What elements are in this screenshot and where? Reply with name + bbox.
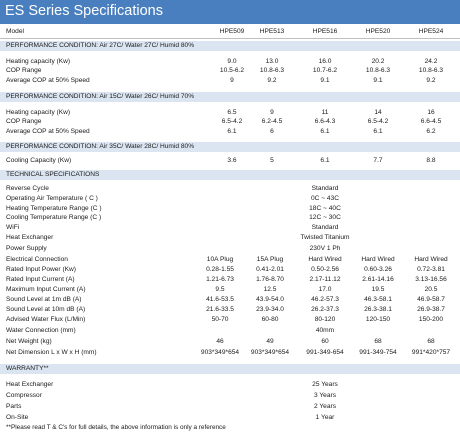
table-row: Electrical Connection 10A Plug 15A Plug …	[6, 256, 448, 263]
page-title: ES Series Specifications	[5, 3, 163, 19]
table-row: On-Site 1 Year	[6, 414, 335, 421]
table-row: Cooling Temperature Range (C ) 12C ~ 30C	[6, 214, 341, 221]
table-row: Operating Air Temperature ( C ) 0C ~ 43C	[6, 195, 340, 202]
table-row: Average COP at 50% Speed 9 9.2 9.1 9.1 9…	[6, 77, 436, 84]
table-row: WiFi Standard	[6, 224, 339, 231]
table-row: Rated Input Power (Kw) 0.28-1.55 0.41-2.…	[6, 266, 445, 273]
table-row: Sound Level at 1m dB (A) 41.6-53.5 43.9-…	[6, 296, 445, 303]
table-row: Power Supply 230V 1 Ph	[6, 245, 341, 252]
table-row: Compressor 3 Years	[6, 392, 336, 399]
model-hpe509: HPE509	[219, 28, 245, 35]
section-heading-tech: TECHNICAL SPECIFICATIONS	[0, 170, 460, 180]
table-row: Cooling Capacity (Kw) 3.6 5 6.1 7.7 8.8	[6, 157, 436, 164]
model-hpe516: HPE516	[312, 28, 338, 35]
table-row: Reverse Cycle Standard	[6, 185, 339, 192]
section-heading-warranty: WARRANTY**	[0, 364, 460, 374]
table-row: Heating capacity (Kw) 9.0 13.0 16.0 20.2…	[6, 58, 438, 65]
table-row: Net Weight (kg) 46 49 60 68 68	[6, 338, 435, 345]
section-heading-perf1: PERFORMANCE CONDITION: Air 27C/ Water 27…	[0, 41, 460, 51]
model-header-row: Model HPE509 HPE513 HPE516 HPE520 HPE524	[0, 26, 460, 39]
model-label: Model	[6, 28, 24, 35]
table-row: Net Dimension L x W x H (mm) 903*349*654…	[6, 349, 451, 356]
table-row: Water Connection (mm) 40mm	[6, 327, 335, 334]
table-row: Heating Temperature Range (C ) 18C ~ 40C	[6, 205, 341, 212]
title-bar: ES Series Specifications	[0, 0, 460, 24]
model-hpe520: HPE520	[365, 28, 391, 35]
table-row: Parts 2 Years	[6, 403, 336, 410]
model-hpe513: HPE513	[259, 28, 285, 35]
table-row: Rated Input Current (A) 1.21-6.73 1.76-8…	[6, 276, 447, 283]
table-row: COP Range 6.5-4.2 6.2-4.5 6.6-4.3 6.5-4.…	[6, 118, 442, 125]
table-row: Average COP at 50% Speed 6.1 6 6.1 6.1 6…	[6, 128, 436, 135]
table-row: COP Range 10.5-6.2 10.8-6.3 10.7-6.2 10.…	[6, 67, 444, 74]
table-row: Sound Level at 10m dB (A) 21.6-33.5 23.9…	[6, 306, 445, 313]
model-hpe524: HPE524	[418, 28, 444, 35]
table-row: Heat Exchanger 25 Years	[6, 381, 338, 388]
footnote: **Please read T & C's for full details, …	[6, 424, 226, 431]
table-row: Advised Water Flux (L/Min) 50-70 60-80 8…	[6, 316, 444, 323]
table-row: Maximum Input Current (A) 9.5 12.5 17.0 …	[6, 286, 438, 293]
section-heading-perf2: PERFORMANCE CONDITION: Air 15C/ Water 26…	[0, 92, 460, 102]
section-heading-perf3: PERFORMANCE CONDITION: Air 35C/ Water 28…	[0, 142, 460, 152]
table-row: Heating capacity (Kw) 6.5 9 11 14 16	[6, 109, 435, 116]
table-row: Heat Exchanger Twisted Titanium	[6, 234, 350, 241]
